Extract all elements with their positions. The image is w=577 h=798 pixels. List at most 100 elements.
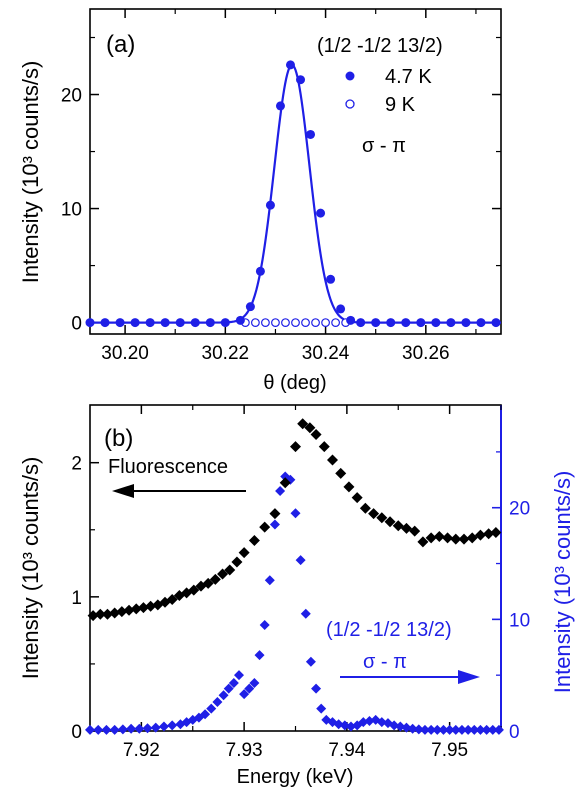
data-point-4.7K bbox=[491, 318, 501, 328]
data-point-reflection bbox=[395, 721, 406, 732]
data-point-4.7K bbox=[416, 318, 426, 328]
y-tick-label: 0 bbox=[71, 314, 82, 335]
data-point-fluorescence bbox=[368, 508, 380, 520]
data-point-reflection bbox=[438, 724, 449, 735]
x-axis-label-b: Energy (keV) bbox=[237, 766, 354, 788]
data-point-4.7K bbox=[85, 318, 95, 328]
data-point-reflection bbox=[475, 724, 486, 735]
data-point-fluorescence bbox=[188, 584, 200, 596]
data-point-reflection bbox=[117, 724, 128, 735]
data-point-reflection bbox=[290, 508, 301, 519]
data-point-fluorescence bbox=[409, 525, 421, 537]
data-point-4.7K bbox=[401, 318, 411, 328]
x-tick-label: 7.93 bbox=[226, 740, 263, 761]
data-point-reflection bbox=[295, 555, 306, 566]
data-point-fluorescence bbox=[343, 481, 355, 493]
data-point-reflection bbox=[264, 575, 275, 586]
data-point-fluorescence bbox=[450, 533, 462, 545]
y-tick-label-right: 0 bbox=[509, 722, 520, 743]
data-point-fluorescence bbox=[458, 533, 470, 545]
panel-b-ticks bbox=[90, 405, 502, 732]
data-point-reflection bbox=[487, 724, 498, 735]
data-point-fluorescence bbox=[384, 516, 396, 528]
data-point-reflection bbox=[432, 724, 443, 735]
data-point-reflection bbox=[463, 724, 474, 735]
data-point-reflection bbox=[134, 723, 145, 734]
data-point-reflection bbox=[109, 724, 120, 735]
y-axis-label-a: Intensity (10³ counts/s) bbox=[18, 61, 43, 284]
data-point-fluorescence bbox=[351, 492, 363, 504]
data-point-fluorescence bbox=[474, 529, 486, 541]
data-point-fluorescence bbox=[466, 532, 478, 544]
legend-label-4.7K: 4.7 K bbox=[385, 66, 432, 88]
data-point-fluorescence bbox=[490, 526, 502, 538]
data-point-fluorescence bbox=[94, 608, 106, 620]
data-point-reflection bbox=[254, 650, 265, 661]
data-point-fluorescence bbox=[318, 441, 330, 453]
data-point-reflection bbox=[142, 723, 153, 734]
data-point-fluorescence bbox=[304, 422, 316, 434]
data-point-reflection bbox=[93, 724, 104, 735]
data-point-fluorescence bbox=[238, 547, 250, 559]
data-point-fluorescence bbox=[433, 530, 445, 542]
legend-marker-9K bbox=[345, 99, 355, 109]
data-point-fluorescence bbox=[425, 532, 437, 544]
fit-curve-4.7K bbox=[90, 63, 501, 324]
data-point-4.7K bbox=[476, 318, 486, 328]
data-point-4.7K bbox=[356, 318, 366, 328]
panel-label-b: (b) bbox=[104, 425, 133, 452]
panel-a-tick-labels: 30.20 30.22 30.24 30.26 0 10 20 bbox=[61, 86, 450, 364]
data-point-reflection bbox=[456, 724, 467, 735]
data-point-fluorescence bbox=[109, 607, 121, 619]
data-point-4.7K bbox=[326, 274, 336, 284]
y-tick-label-left: 1 bbox=[71, 588, 82, 609]
data-point-4.7K bbox=[160, 318, 170, 328]
data-point-reflection bbox=[407, 723, 418, 734]
data-point-4.7K bbox=[371, 318, 381, 328]
data-point-4.7K bbox=[190, 318, 200, 328]
data-point-reflection bbox=[450, 724, 461, 735]
panel-a: 30.20 30.22 30.24 30.26 0 10 20 (a) (1/2 -1/2 … bbox=[18, 8, 502, 394]
y-tick-label: 20 bbox=[61, 86, 82, 107]
y-tick-label: 10 bbox=[61, 200, 82, 221]
data-point-fluorescence bbox=[335, 467, 347, 479]
data-point-9K bbox=[281, 318, 290, 327]
data-point-reflection bbox=[206, 703, 217, 714]
data-point-4.7K bbox=[245, 302, 255, 312]
data-point-reflection bbox=[158, 721, 169, 732]
data-point-reflection bbox=[413, 724, 424, 735]
y-tick-label-left: 0 bbox=[71, 722, 82, 743]
data-point-4.7K bbox=[386, 318, 396, 328]
polarization-label-b: σ - π bbox=[363, 651, 407, 673]
data-point-reflection bbox=[364, 715, 375, 726]
data-point-reflection bbox=[200, 709, 211, 720]
data-point-reflection bbox=[333, 719, 344, 730]
y-tick-label-left: 2 bbox=[71, 454, 82, 475]
data-point-fluorescence bbox=[248, 534, 260, 546]
x-tick-label: 30.26 bbox=[402, 343, 450, 364]
data-point-reflection bbox=[419, 724, 430, 735]
data-point-fluorescence bbox=[359, 502, 371, 514]
data-point-fluorescence bbox=[279, 477, 291, 489]
data-point-4.7K bbox=[316, 208, 326, 218]
data-point-fluorescence bbox=[297, 418, 309, 430]
panel-a-ticks bbox=[90, 9, 501, 334]
x-tick-label: 30.20 bbox=[101, 343, 149, 364]
data-point-4.7K bbox=[130, 318, 140, 328]
x-tick-label: 7.92 bbox=[123, 740, 160, 761]
data-point-reflection bbox=[481, 724, 492, 735]
data-point-reflection bbox=[126, 723, 137, 734]
data-point-fluorescence bbox=[166, 594, 178, 606]
data-point-fluorescence bbox=[483, 528, 495, 540]
data-point-reflection bbox=[300, 608, 311, 619]
data-point-fluorescence bbox=[224, 564, 236, 576]
data-point-reflection bbox=[269, 519, 280, 530]
data-point-reflection bbox=[358, 717, 369, 728]
x-tick-label: 7.94 bbox=[328, 740, 365, 761]
data-point-fluorescence bbox=[290, 441, 301, 453]
data-point-fluorescence bbox=[217, 568, 229, 580]
data-point-reflection bbox=[233, 670, 244, 681]
data-point-reflection bbox=[469, 724, 480, 735]
